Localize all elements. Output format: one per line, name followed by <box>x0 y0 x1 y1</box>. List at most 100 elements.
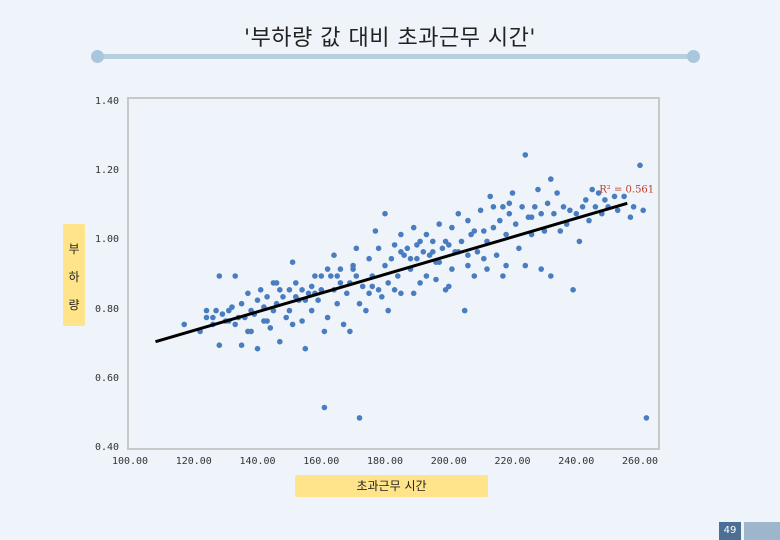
scatter-point <box>318 273 325 279</box>
scatter-point <box>548 176 554 182</box>
scatter-point <box>465 217 471 224</box>
title-divider <box>97 54 694 59</box>
scatter-point <box>379 294 385 300</box>
scatter-point <box>423 231 430 238</box>
scatter-point <box>213 307 219 314</box>
y-tick-label: 0.60 <box>95 372 120 384</box>
scatter-point <box>538 266 544 272</box>
y-axis-label: 부 하 량 <box>63 224 85 326</box>
scatter-point <box>589 186 595 193</box>
scatter-point <box>353 245 360 252</box>
scatter-point <box>331 252 337 258</box>
scatter-point <box>503 231 509 238</box>
trend-line <box>155 201 628 344</box>
y-tick-label: 0.80 <box>95 303 120 315</box>
scatter-point <box>500 204 506 210</box>
scatter-point <box>353 273 360 279</box>
scatter-point <box>315 297 321 304</box>
scatter-point <box>277 338 283 345</box>
scatter-point <box>465 262 471 269</box>
scatter-point <box>576 238 583 245</box>
scatter-point <box>586 217 592 224</box>
scatter-point <box>442 238 449 245</box>
scatter-point <box>245 290 251 297</box>
scatter-point <box>544 200 551 207</box>
scatter-point <box>398 231 404 238</box>
scatter-point <box>423 273 430 279</box>
scatter-point <box>238 342 245 349</box>
scatter-point <box>500 273 506 279</box>
scatter-point <box>375 245 382 252</box>
x-tick-label: 120.00 <box>175 456 212 467</box>
scatter-point <box>611 193 618 200</box>
scatter-point <box>484 266 490 272</box>
scatter-point <box>548 273 554 279</box>
page-badge-extension <box>744 522 780 540</box>
scatter-point <box>344 290 350 297</box>
scatter-point <box>410 224 417 231</box>
scatter-point <box>334 300 341 307</box>
scatter-point <box>305 290 312 297</box>
scatter-point <box>465 252 471 258</box>
scatter-point <box>264 294 270 300</box>
x-tick-label: 200.00 <box>430 456 467 467</box>
scatter-point <box>395 273 401 279</box>
x-tick-label: 220.00 <box>494 456 531 467</box>
scatter-point <box>277 287 283 293</box>
scatter-point <box>481 228 487 234</box>
scatter-point <box>595 190 602 196</box>
scatter-point <box>337 280 344 286</box>
scatter-point <box>366 290 372 297</box>
scatter-point <box>493 252 500 258</box>
scatter-point <box>257 287 264 293</box>
scatter-point <box>538 210 544 217</box>
scatter-point <box>229 304 235 310</box>
scatter-point <box>350 266 356 272</box>
scatter-point <box>280 294 286 300</box>
scatter-point <box>522 262 529 269</box>
scatter-point <box>414 242 420 248</box>
scatter-point <box>481 255 487 262</box>
scatter-point <box>455 210 462 217</box>
scatter-point <box>630 204 637 210</box>
scatter-point <box>637 162 643 169</box>
scatter-point <box>216 342 223 349</box>
scatter-point <box>449 224 455 231</box>
scatter-point <box>340 321 347 328</box>
x-tick-label: 160.00 <box>303 456 340 467</box>
divider-right-dot <box>687 50 700 63</box>
scatter-point <box>446 283 452 290</box>
x-tick-label: 100.00 <box>111 456 149 467</box>
scatter-point <box>420 249 427 255</box>
scatter-point <box>321 404 328 411</box>
scatter-point <box>643 415 650 421</box>
scatter-point <box>436 221 443 227</box>
scatter-point <box>503 262 509 269</box>
scatter-point <box>579 204 586 210</box>
scatter-point <box>602 197 608 203</box>
scatter-point <box>471 273 478 279</box>
scatter-point <box>490 224 497 231</box>
scatter-point <box>232 321 238 328</box>
scatter-point <box>264 318 270 324</box>
scatter-point <box>382 262 388 269</box>
scatter-point <box>487 193 494 200</box>
scatter-point <box>391 287 398 293</box>
scatter-point <box>477 207 484 214</box>
scatter-point <box>506 200 513 207</box>
scatter-point <box>385 307 392 314</box>
scatter-point <box>302 345 309 352</box>
divider-left-dot <box>91 50 104 63</box>
scatter-point <box>308 307 315 314</box>
scatter-point <box>385 280 392 286</box>
scatter-point <box>210 314 216 321</box>
scatter-point <box>398 249 404 255</box>
scatter-point <box>573 210 580 217</box>
scatter-point <box>509 190 516 196</box>
y-tick-label: 1.00 <box>95 234 120 246</box>
scatter-point <box>328 273 334 279</box>
scatter-point <box>312 273 318 279</box>
scatter-point <box>567 207 573 214</box>
scatter-point <box>181 321 187 328</box>
scatter-point <box>439 245 446 252</box>
